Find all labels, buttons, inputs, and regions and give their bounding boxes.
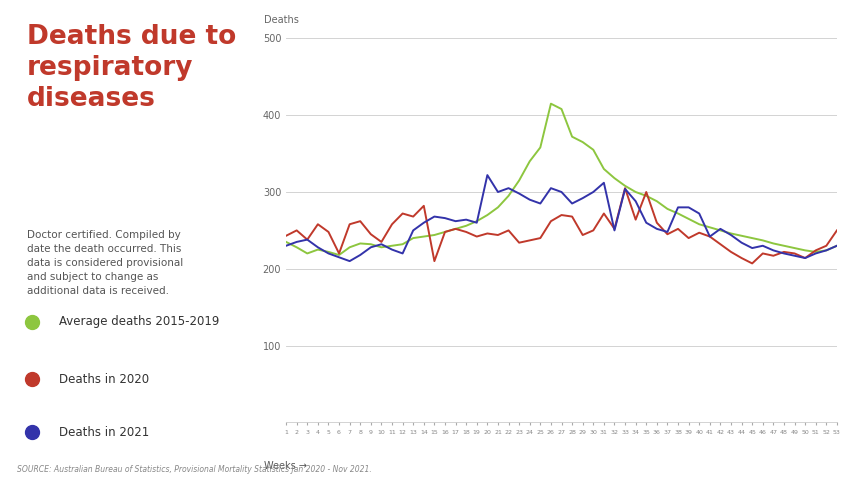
- Text: Deaths in 2020: Deaths in 2020: [59, 372, 149, 386]
- Text: SOURCE: Australian Bureau of Statistics, Provisional Mortality Statistics Jan 20: SOURCE: Australian Bureau of Statistics,…: [17, 465, 371, 474]
- Text: Weeks →: Weeks →: [264, 461, 307, 471]
- Text: Deaths due to
respiratory
diseases: Deaths due to respiratory diseases: [27, 24, 236, 112]
- Text: Deaths in 2021: Deaths in 2021: [59, 425, 149, 439]
- Text: Deaths: Deaths: [264, 15, 299, 25]
- Text: Doctor certified. Compiled by
date the death occurred. This
data is considered p: Doctor certified. Compiled by date the d…: [27, 230, 183, 296]
- Text: Average deaths 2015-2019: Average deaths 2015-2019: [59, 315, 219, 328]
